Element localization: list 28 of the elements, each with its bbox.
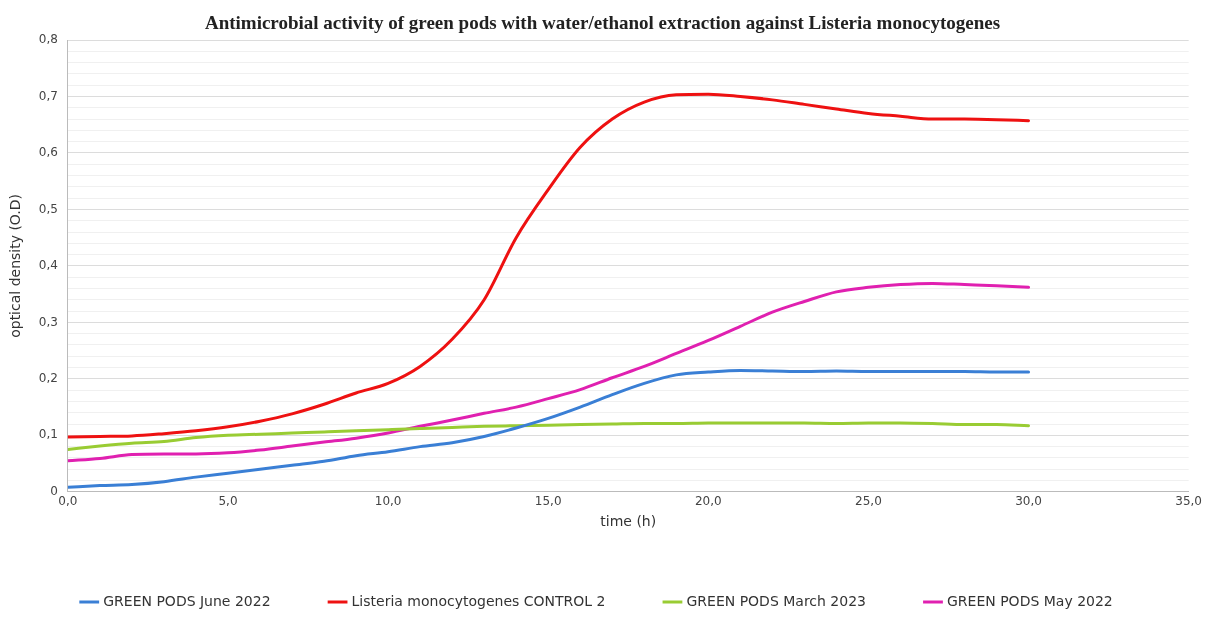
y-tick-label: 0 (50, 483, 58, 498)
x-axis-title: time (h) (600, 513, 657, 530)
y-tick-label: 0,7 (38, 88, 58, 103)
y-tick-label: 0,2 (38, 370, 58, 385)
chart-title: Antimicrobial activity of green pods with water/ethanol extraction against Listeria monocytogenes (203, 12, 1002, 34)
x-tick-label: 0,0 (58, 494, 78, 509)
x-tick-label: 25,0 (855, 494, 882, 509)
line-series (67, 368, 1031, 489)
x-tick-label: 15,0 (534, 494, 562, 509)
x-tick-label: 30,0 (1015, 494, 1042, 509)
x-tick-label: 10,0 (374, 494, 402, 509)
line-series (67, 421, 1031, 451)
line-series (67, 281, 1031, 463)
y-tick-label: 0,8 (38, 32, 58, 47)
y-tick-label: 0,3 (38, 314, 58, 329)
line-series (67, 92, 1031, 439)
y-tick-label: 0,1 (38, 427, 58, 442)
y-tick-label: 0,6 (38, 145, 58, 160)
legend-label: GREEN PODS March 2023 (686, 592, 866, 609)
x-tick-label: 20,0 (694, 494, 722, 509)
legend-label: Listeria monocytogenes CONTROL 2 (351, 592, 606, 609)
y-tick-label: 0,4 (38, 258, 58, 273)
legend-label: GREEN PODS May 2022 (946, 592, 1113, 609)
legend-label: GREEN PODS June 2022 (103, 592, 271, 609)
y-tick-label: 0,5 (38, 201, 58, 216)
y-axis-title: optical density (O.D) (7, 193, 24, 338)
x-tick-label: 35,0 (1175, 494, 1202, 509)
x-tick-label: 5,0 (218, 494, 238, 509)
